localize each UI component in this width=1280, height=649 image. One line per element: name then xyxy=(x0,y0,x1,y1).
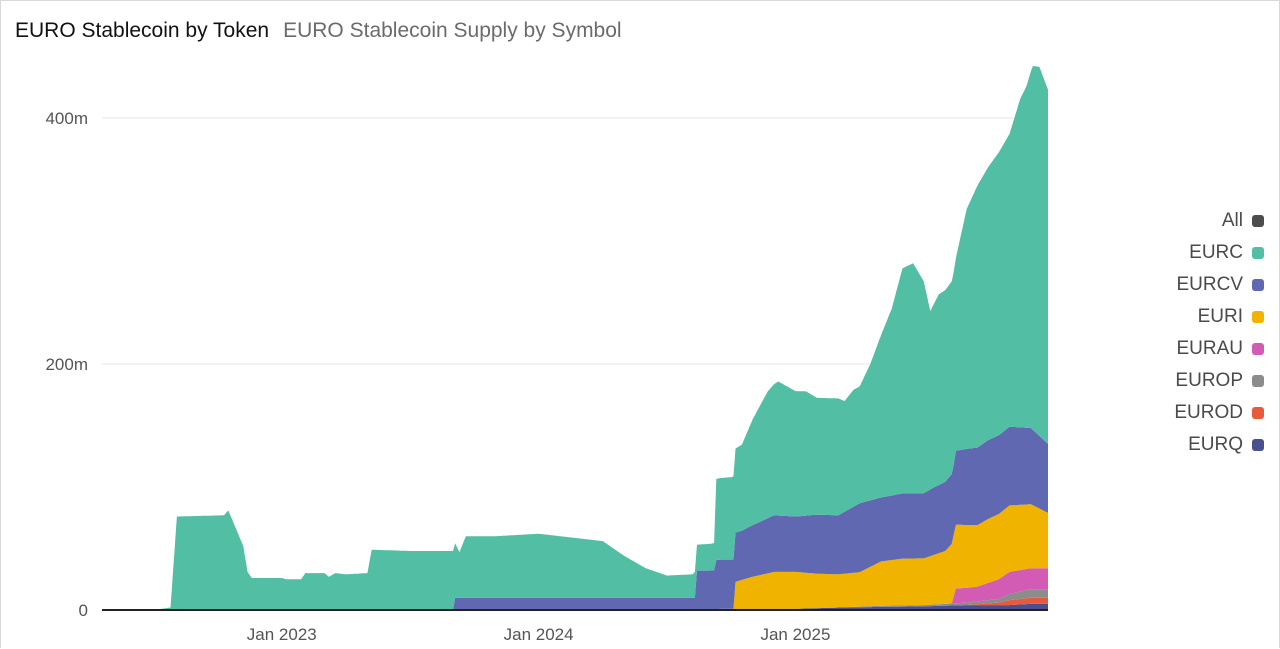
legend-item-euri[interactable]: EURI xyxy=(1174,301,1264,333)
y-tick-label: 400m xyxy=(45,109,88,128)
area-series-eurq[interactable] xyxy=(102,603,1048,610)
legend-swatch xyxy=(1252,343,1264,355)
legend-swatch xyxy=(1252,311,1264,323)
legend-swatch xyxy=(1252,279,1264,291)
area-series-eurc[interactable] xyxy=(102,65,1048,610)
legend-item-europ[interactable]: EUROP xyxy=(1174,365,1264,397)
legend-label: EURC xyxy=(1189,242,1243,263)
chart-title: EURO Stablecoin by Token xyxy=(15,19,270,42)
legend-label: All xyxy=(1221,210,1243,231)
legend-swatch xyxy=(1252,215,1264,227)
x-tick-label: Jan 2024 xyxy=(504,625,574,644)
area-series-eurcv[interactable] xyxy=(102,426,1048,610)
legend-label: EURCV xyxy=(1176,274,1243,295)
legend-swatch xyxy=(1252,407,1264,419)
legend-label: EURI xyxy=(1197,306,1243,327)
legend-swatch xyxy=(1252,247,1264,259)
area-series-euri[interactable] xyxy=(102,504,1048,610)
legend-item-eurod[interactable]: EUROD xyxy=(1174,397,1264,429)
legend-item-eurau[interactable]: EURAU xyxy=(1174,333,1264,365)
legend-label: EURQ xyxy=(1188,434,1243,455)
legend-label: EUROD xyxy=(1174,402,1243,423)
chart-subtitle: EURO Stablecoin Supply by Symbol xyxy=(283,19,622,42)
chart-header: EURO Stablecoin by Token EURO Stablecoin… xyxy=(15,19,622,43)
legend-swatch xyxy=(1252,439,1264,451)
y-tick-label: 200m xyxy=(45,355,88,374)
legend-item-eurq[interactable]: EURQ xyxy=(1174,429,1264,461)
y-tick-label: 0 xyxy=(79,601,88,620)
legend-swatch xyxy=(1252,375,1264,387)
legend-item-all[interactable]: All xyxy=(1174,205,1264,237)
x-tick-label: Jan 2023 xyxy=(247,625,317,644)
legend-item-eurcv[interactable]: EURCV xyxy=(1174,269,1264,301)
chart-legend: All EURC EURCV EURI EURAU EUROP EUROD EURQ xyxy=(1174,205,1264,461)
legend-label: EUROP xyxy=(1175,370,1243,391)
legend-label: EURAU xyxy=(1176,338,1243,359)
x-tick-label: Jan 2025 xyxy=(760,625,830,644)
legend-item-eurc[interactable]: EURC xyxy=(1174,237,1264,269)
